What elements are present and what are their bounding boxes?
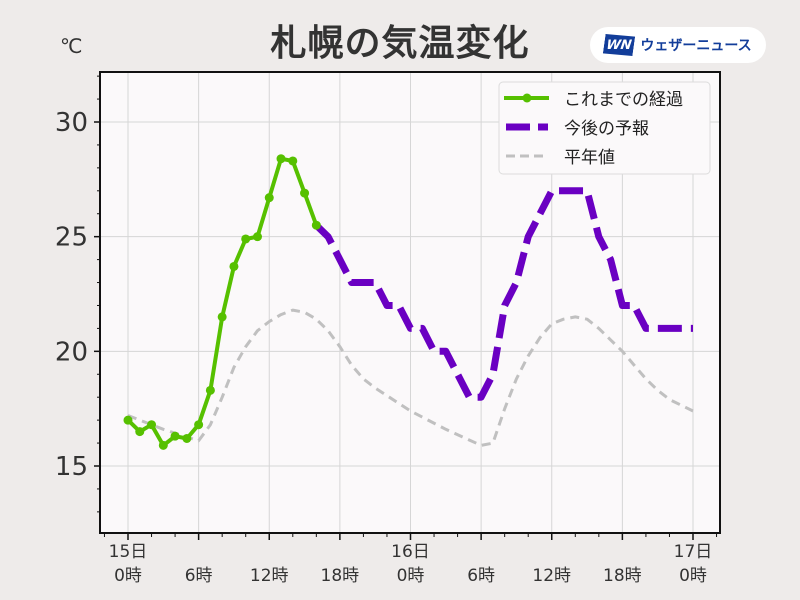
forecast-line — [313, 187, 693, 401]
chart-title: 札幌の気温変化 — [270, 23, 530, 64]
observed-point — [158, 440, 168, 450]
legend-observed-marker-icon — [522, 93, 532, 103]
y-tick-label: 15 — [55, 452, 88, 482]
observed-point — [194, 420, 204, 430]
plot-frame — [99, 71, 721, 534]
observed-point — [241, 234, 251, 244]
x-day-label: 17日 — [674, 542, 713, 562]
legend-item-normal: 平年値 — [506, 148, 615, 168]
legend-item-observed: これまでの経過 — [504, 90, 683, 110]
x-time-label: 12時 — [250, 566, 289, 586]
x-time-label: 0時 — [679, 566, 707, 586]
x-time-label: 0時 — [114, 566, 142, 586]
observed-point — [276, 154, 286, 164]
observed-point — [123, 415, 133, 425]
x-day-label: 15日 — [109, 542, 148, 562]
legend-box — [498, 81, 711, 175]
y-axis-unit: ℃ — [60, 34, 83, 58]
observed-point — [147, 420, 157, 430]
brand-badge: WN ウェザーニュース — [590, 27, 766, 63]
y-axis: 15 20 25 30 — [55, 75, 100, 513]
observed-point — [205, 385, 215, 395]
y-tick-label: 25 — [55, 223, 88, 253]
observed-point — [182, 433, 192, 443]
observed-point — [229, 261, 239, 271]
x-time-label: 6時 — [467, 566, 495, 586]
x-time-label: 0時 — [397, 566, 425, 586]
y-tick-label: 30 — [55, 108, 88, 138]
observed-point — [288, 156, 298, 166]
legend: これまでの経過 今後の予報 平年値 — [498, 81, 711, 175]
series-lines — [123, 154, 694, 450]
legend-label: これまでの経過 — [564, 90, 683, 110]
legend-item-forecast: 今後の予報 — [506, 119, 649, 139]
legend-label: 今後の予報 — [564, 119, 649, 139]
observed-point — [217, 312, 227, 322]
x-time-label: 6時 — [185, 566, 213, 586]
x-time-label: 12時 — [532, 566, 571, 586]
x-axis: 15日 0時 6時 12時 18時 16日 0時 6時 12時 18時 17日 0時 — [103, 533, 718, 586]
x-time-label: 18時 — [321, 566, 360, 586]
observed-point — [300, 188, 310, 198]
observed-point — [170, 431, 180, 441]
observed-point — [311, 220, 321, 230]
legend-label: 平年値 — [564, 148, 615, 168]
observed-point — [252, 232, 262, 242]
observed-point — [264, 193, 274, 203]
normal-temperature-line — [127, 308, 694, 447]
brand-name: ウェザーニュース — [640, 38, 752, 54]
y-tick-label: 20 — [55, 337, 88, 367]
x-day-label: 16日 — [391, 542, 430, 562]
x-time-label: 18時 — [603, 566, 642, 586]
observed-point — [135, 427, 145, 437]
